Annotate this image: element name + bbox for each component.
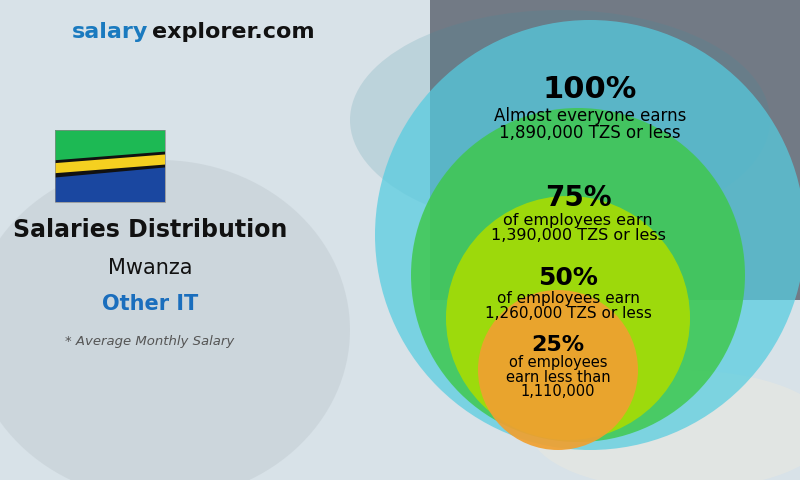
Text: 1,110,000: 1,110,000 [521, 384, 595, 398]
Text: earn less than: earn less than [506, 370, 610, 384]
Polygon shape [55, 155, 165, 173]
Ellipse shape [350, 10, 770, 230]
Circle shape [446, 196, 690, 440]
Text: Almost everyone earns: Almost everyone earns [494, 107, 686, 125]
Text: explorer.com: explorer.com [152, 22, 314, 42]
Polygon shape [55, 152, 165, 178]
Text: of employees earn: of employees earn [503, 213, 653, 228]
Text: salary: salary [72, 22, 148, 42]
Text: Salaries Distribution: Salaries Distribution [13, 218, 287, 242]
Circle shape [411, 108, 745, 442]
Text: 1,890,000 TZS or less: 1,890,000 TZS or less [499, 124, 681, 142]
Text: 25%: 25% [531, 335, 585, 355]
Bar [55, 130, 165, 202]
Text: 50%: 50% [538, 266, 598, 290]
Text: of employees: of employees [509, 356, 607, 371]
Text: 100%: 100% [543, 75, 637, 105]
Ellipse shape [530, 370, 800, 480]
Ellipse shape [0, 160, 350, 480]
Polygon shape [55, 160, 165, 202]
Text: Mwanza: Mwanza [108, 258, 192, 278]
Polygon shape [55, 130, 165, 172]
Text: Other IT: Other IT [102, 294, 198, 314]
Text: 75%: 75% [545, 184, 611, 212]
Text: * Average Monthly Salary: * Average Monthly Salary [66, 336, 234, 348]
Text: 1,260,000 TZS or less: 1,260,000 TZS or less [485, 305, 651, 321]
Text: 1,390,000 TZS or less: 1,390,000 TZS or less [490, 228, 666, 243]
Circle shape [375, 20, 800, 450]
Circle shape [478, 290, 638, 450]
Bar [430, 0, 800, 300]
Text: of employees earn: of employees earn [497, 290, 639, 305]
